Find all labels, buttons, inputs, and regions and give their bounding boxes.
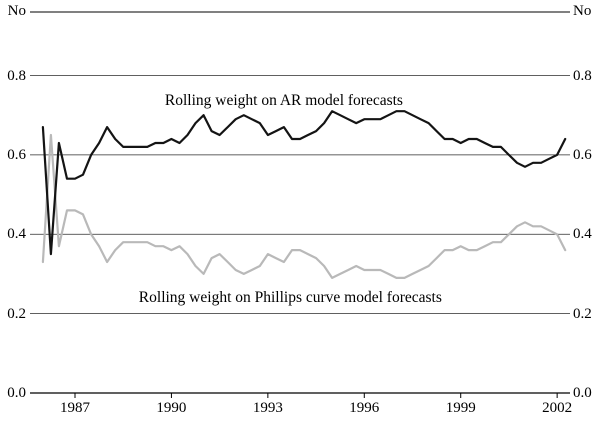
y-axis-unit-left: No — [7, 3, 26, 19]
y-axis-unit-right: No — [573, 3, 592, 19]
y-tick-label-left: 0.8 — [7, 67, 26, 84]
x-tick-label: 1996 — [349, 400, 380, 416]
x-tick-label: 1993 — [252, 400, 283, 416]
y-tick-label-left: 0.6 — [7, 146, 26, 163]
x-tick-label: 1999 — [445, 400, 476, 416]
series-line-phillips — [41, 133, 567, 279]
y-tick-label-left: 0.2 — [7, 305, 26, 322]
x-tick-label: 1990 — [156, 400, 187, 416]
y-tick-label-left: 0.0 — [7, 385, 26, 401]
y-tick-label-right: 0.2 — [573, 305, 592, 322]
y-tick-label-right: 0.0 — [573, 385, 592, 401]
y-tick-label-right: 0.6 — [573, 146, 592, 163]
x-tick-label: 2002 — [542, 400, 573, 416]
x-tick-label: 1987 — [60, 400, 90, 416]
y-tick-label-left: 0.4 — [7, 226, 26, 243]
y-tick-label-right: 0.8 — [573, 67, 592, 84]
series-line-ar — [41, 110, 567, 256]
series-label-phillips: Rolling weight on Phillips curve model f… — [138, 288, 442, 306]
y-tick-label-right: 0.4 — [573, 226, 592, 243]
series-label-ar: Rolling weight on AR model forecasts — [164, 92, 403, 110]
